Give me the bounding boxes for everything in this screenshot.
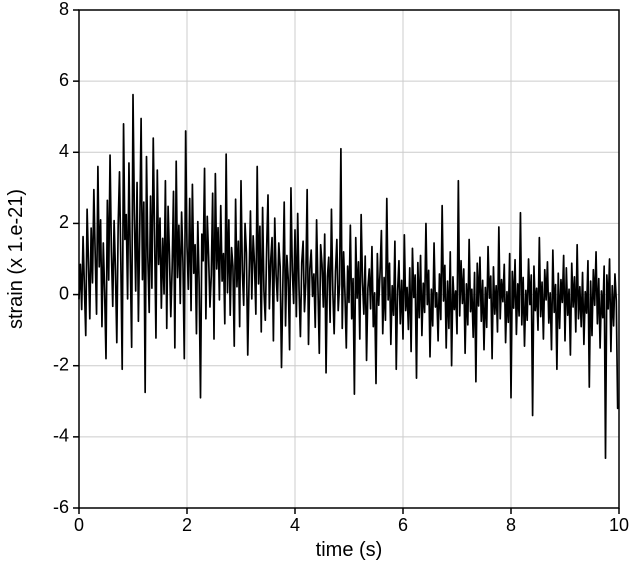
line-chart: 0 2 4 6 8 10 -6 -4 -2 0 2 4 6 8 time (s) strain (x 1.e-…	[0, 0, 634, 588]
x-axis-label: time (s)	[316, 539, 383, 561]
x-tick-label: 4	[290, 515, 300, 535]
y-tick-label: 6	[59, 70, 69, 90]
y-tick-label: -4	[53, 426, 69, 446]
chart-container: 0 2 4 6 8 10 -6 -4 -2 0 2 4 6 8 time (s) strain (x 1.e-…	[0, 0, 634, 588]
x-tick-label: 10	[609, 515, 629, 535]
x-tick-label: 8	[506, 515, 516, 535]
y-tick-label: 8	[59, 0, 69, 19]
y-tick-label: 0	[59, 283, 69, 303]
y-tick-label: -2	[53, 354, 69, 374]
y-tick-label: 4	[59, 141, 69, 161]
strain-series	[79, 95, 618, 459]
x-tick-label: 0	[74, 515, 84, 535]
y-tick-label: -6	[53, 497, 69, 517]
y-tick-label: 2	[59, 212, 69, 232]
x-tick-label: 2	[182, 515, 192, 535]
x-tick-label: 6	[398, 515, 408, 535]
y-axis-label: strain (x 1.e-21)	[5, 189, 27, 329]
